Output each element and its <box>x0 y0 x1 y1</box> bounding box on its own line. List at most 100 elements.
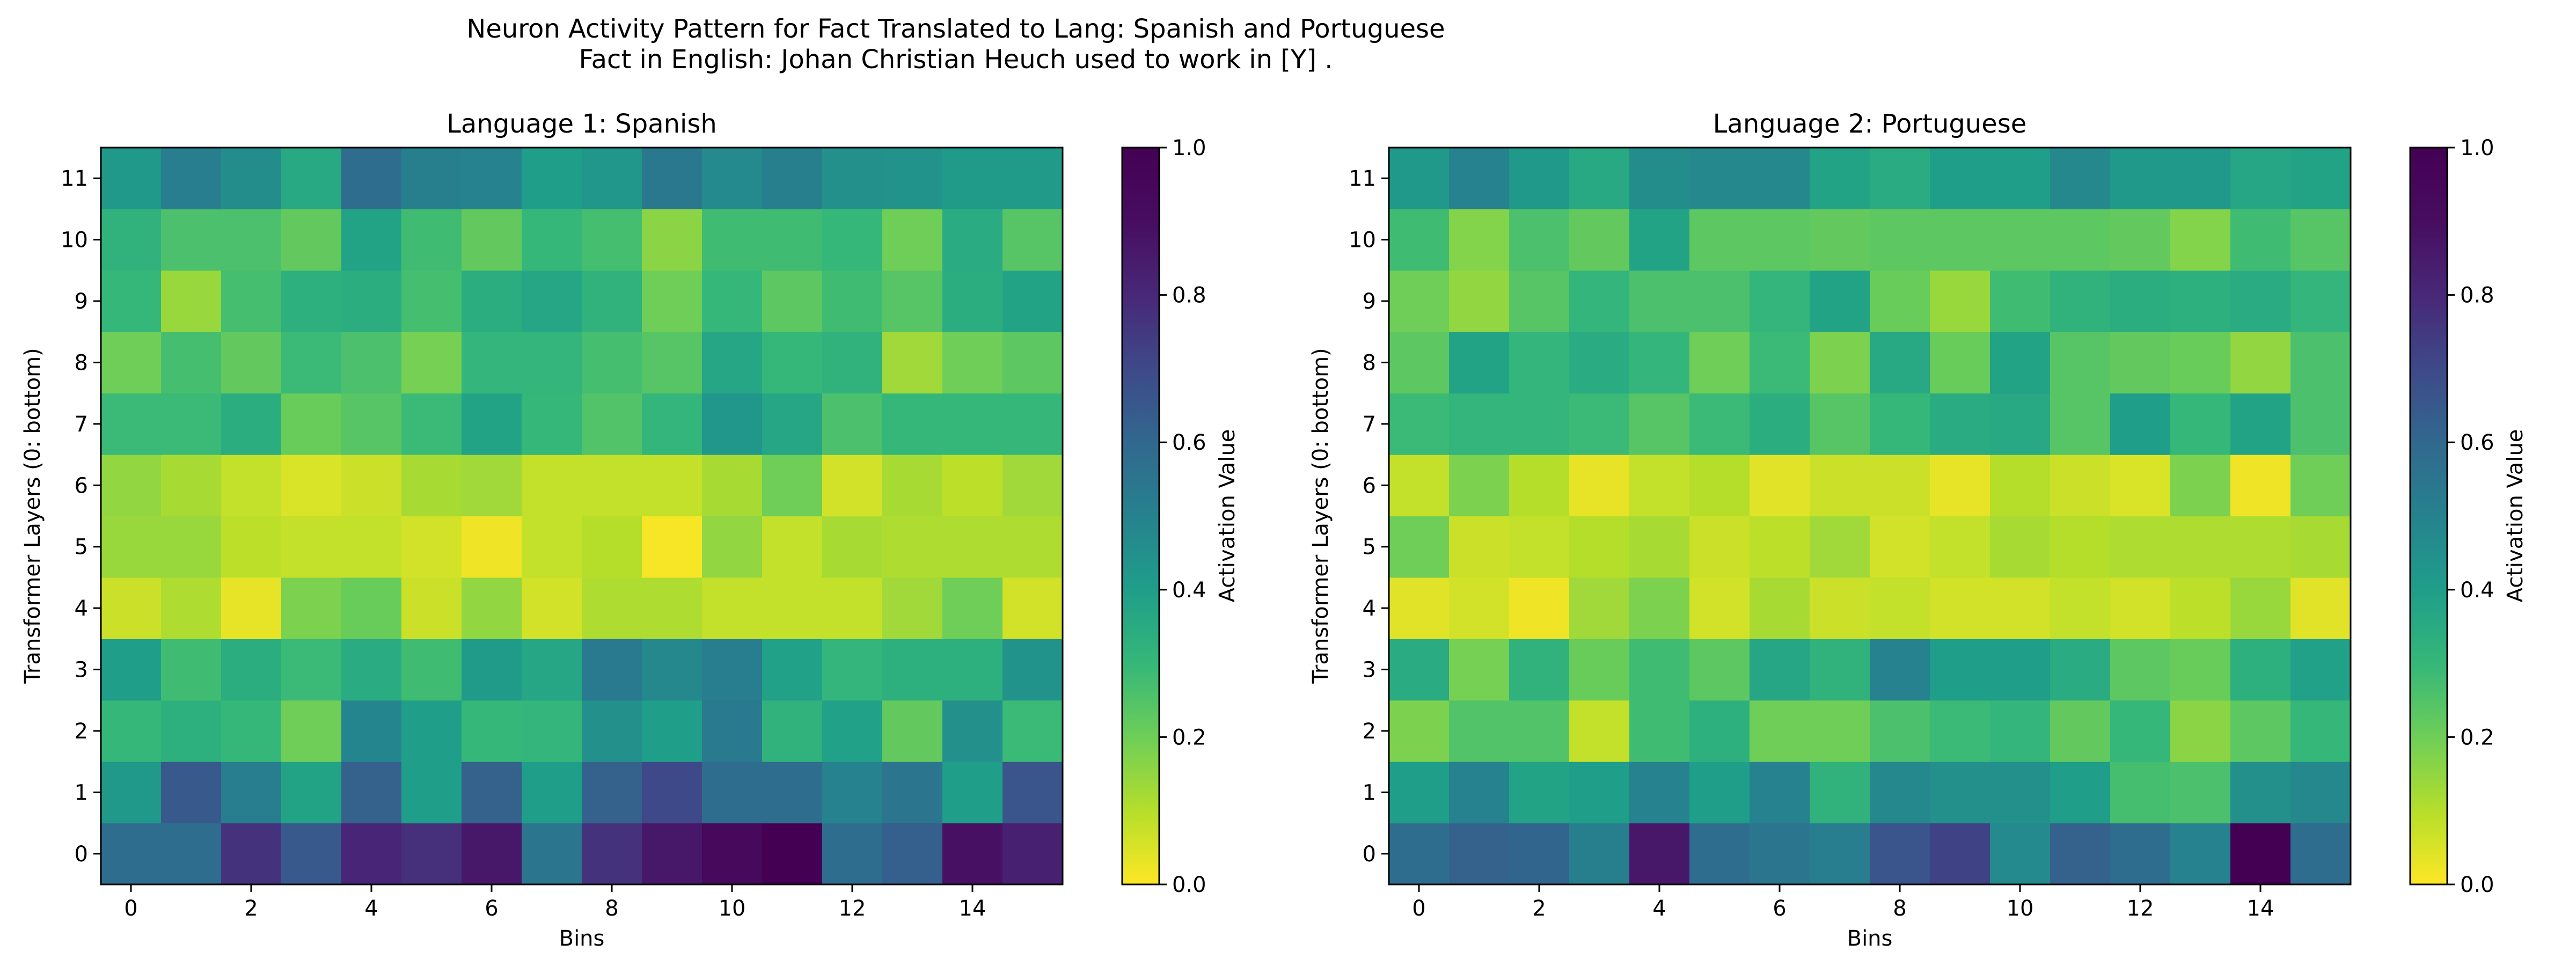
chart-title-line2: Fact in English: Johan Christian Heuch u… <box>579 45 1333 75</box>
heatmap-cell-spanish-layer0-bin11 <box>762 823 823 885</box>
heatmap-cell-portuguese-layer10-bin10 <box>1990 209 2051 271</box>
heatmap-cell-spanish-layer4-bin9 <box>642 577 702 639</box>
heatmap-cell-portuguese-layer0-bin6 <box>1750 823 1810 885</box>
heatmap-cell-portuguese-layer7-bin1 <box>1449 393 1510 455</box>
colorbar-label-spanish: Activation Value <box>1215 429 1240 603</box>
x-tick-label: 0 <box>1412 896 1425 921</box>
colorbar-tick-label: 0.2 <box>2460 725 2494 750</box>
heatmap-cell-portuguese-layer11-bin1 <box>1449 148 1510 210</box>
heatmap-cell-spanish-layer10-bin3 <box>281 209 342 271</box>
colorbar-tick-label: 0.6 <box>1172 430 1206 455</box>
heatmap-cell-spanish-layer8-bin8 <box>582 332 642 394</box>
heatmap-cell-portuguese-layer5-bin7 <box>1810 516 1870 578</box>
heatmap-cell-portuguese-layer6-bin5 <box>1689 455 1750 517</box>
heatmap-cell-spanish-layer11-bin4 <box>341 148 402 210</box>
x-tick-label: 12 <box>839 896 866 921</box>
heatmap-cell-portuguese-layer3-bin13 <box>2170 639 2231 701</box>
heatmap-cell-spanish-layer3-bin9 <box>642 639 702 701</box>
colorbar-ticks-portuguese: 0.0 0.2 0.4 0.6 0.8 1.0 <box>2447 136 2494 897</box>
heatmap-cell-portuguese-layer0-bin5 <box>1689 823 1750 885</box>
heatmap-cell-spanish-layer2-bin12 <box>822 700 883 762</box>
heatmap-cell-spanish-layer5-bin5 <box>401 516 462 578</box>
heatmap-cell-spanish-layer5-bin4 <box>341 516 402 578</box>
heatmap-cell-spanish-layer3-bin15 <box>1002 639 1063 701</box>
heatmap-cell-portuguese-layer1-bin8 <box>1870 762 1930 824</box>
heatmap-cell-spanish-layer2-bin3 <box>281 700 342 762</box>
plot-frame-portuguese <box>1388 147 2352 885</box>
heatmap-cell-portuguese-layer10-bin13 <box>2170 209 2231 271</box>
y-tick-label: 11 <box>61 166 88 191</box>
heatmap-cell-portuguese-layer7-bin11 <box>2050 393 2111 455</box>
x-tick-label: 2 <box>244 896 258 921</box>
heatmap-cell-portuguese-layer4-bin6 <box>1750 577 1810 639</box>
heatmap-cell-portuguese-layer8-bin5 <box>1689 332 1750 394</box>
heatmap-cell-portuguese-layer6-bin7 <box>1810 455 1870 517</box>
heatmap-cell-spanish-layer9-bin6 <box>462 270 522 332</box>
y-tick-label: 5 <box>1363 535 1376 560</box>
heatmap-cell-portuguese-layer2-bin11 <box>2050 700 2111 762</box>
heatmap-cell-portuguese-layer6-bin13 <box>2170 455 2231 517</box>
heatmap-cell-spanish-layer5-bin0 <box>101 516 162 578</box>
heatmap-cell-portuguese-layer9-bin15 <box>2290 270 2351 332</box>
heatmap-cell-portuguese-layer0-bin13 <box>2170 823 2231 885</box>
heatmap-cell-portuguese-layer3-bin7 <box>1810 639 1870 701</box>
heatmap-cell-portuguese-layer3-bin12 <box>2110 639 2171 701</box>
heatmap-cell-portuguese-layer10-bin7 <box>1810 209 1870 271</box>
heatmap-cell-spanish-layer8-bin7 <box>522 332 582 394</box>
heatmap-cell-spanish-layer3-bin13 <box>882 639 943 701</box>
heatmap-cell-spanish-layer7-bin9 <box>642 393 702 455</box>
heatmap-cell-spanish-layer5-bin6 <box>462 516 522 578</box>
colorbar-tick-label: 0.2 <box>1172 725 1206 750</box>
heatmap-cell-portuguese-layer9-bin11 <box>2050 270 2111 332</box>
heatmap-cell-spanish-layer2-bin2 <box>221 700 282 762</box>
heatmap-cell-portuguese-layer4-bin7 <box>1810 577 1870 639</box>
heatmap-cell-portuguese-layer2-bin9 <box>1930 700 1990 762</box>
heatmap-cell-spanish-layer2-bin1 <box>161 700 222 762</box>
y-tick-label: 7 <box>75 412 88 437</box>
heatmap-cell-portuguese-layer9-bin1 <box>1449 270 1510 332</box>
heatmap-cell-spanish-layer4-bin8 <box>582 577 642 639</box>
y-tick-label: 0 <box>75 842 88 867</box>
heatmap-cell-portuguese-layer11-bin5 <box>1689 148 1750 210</box>
heatmap-cell-spanish-layer1-bin13 <box>882 762 943 824</box>
heatmap-cell-spanish-layer4-bin10 <box>702 577 763 639</box>
heatmap-cell-portuguese-layer11-bin2 <box>1509 148 1570 210</box>
x-tick-label: 10 <box>2007 896 2034 921</box>
heatmap-cell-portuguese-layer8-bin10 <box>1990 332 2051 394</box>
heatmap-cell-spanish-layer1-bin3 <box>281 762 342 824</box>
x-tick-label: 6 <box>485 896 498 921</box>
colorbar-tick-label: 0.8 <box>1172 283 1206 308</box>
x-tick-label: 14 <box>959 896 986 921</box>
heatmap-cell-portuguese-layer8-bin11 <box>2050 332 2111 394</box>
heatmap-cell-portuguese-layer10-bin8 <box>1870 209 1930 271</box>
heatmap-cell-portuguese-layer6-bin0 <box>1389 455 1450 517</box>
heatmap-cell-portuguese-layer4-bin12 <box>2110 577 2171 639</box>
heatmap-cell-spanish-layer10-bin4 <box>341 209 402 271</box>
heatmap-cell-spanish-layer6-bin13 <box>882 455 943 517</box>
heatmap-cell-portuguese-layer0-bin4 <box>1629 823 1690 885</box>
y-tick-label: 8 <box>1363 350 1376 375</box>
heatmap-cell-spanish-layer2-bin10 <box>702 700 763 762</box>
heatmap-cell-spanish-layer6-bin5 <box>401 455 462 517</box>
colorbar-spanish: 0.0 0.2 0.4 0.6 0.8 1.0 Activation Value <box>1121 136 1240 897</box>
heatmap-cell-spanish-layer5-bin12 <box>822 516 883 578</box>
heatmap-cell-spanish-layer6-bin8 <box>582 455 642 517</box>
heatmap-cell-spanish-layer4-bin3 <box>281 577 342 639</box>
heatmap-cell-spanish-layer7-bin10 <box>702 393 763 455</box>
heatmap-cell-portuguese-layer11-bin7 <box>1810 148 1870 210</box>
heatmap-cell-portuguese-layer5-bin14 <box>2230 516 2291 578</box>
heatmap-cell-spanish-layer8-bin3 <box>281 332 342 394</box>
heatmap-cell-spanish-layer11-bin15 <box>1002 148 1063 210</box>
heatmap-cell-portuguese-layer7-bin13 <box>2170 393 2231 455</box>
x-tick-label: 2 <box>1532 896 1546 921</box>
heatmap-cell-spanish-layer10-bin14 <box>942 209 1003 271</box>
heatmap-cell-spanish-layer3-bin6 <box>462 639 522 701</box>
heatmap-cell-portuguese-layer9-bin0 <box>1389 270 1450 332</box>
heatmap-cell-spanish-layer8-bin10 <box>702 332 763 394</box>
heatmap-cell-portuguese-layer11-bin10 <box>1990 148 2051 210</box>
heatmap-cell-portuguese-layer6-bin9 <box>1930 455 1990 517</box>
heatmap-cell-portuguese-layer4-bin9 <box>1930 577 1990 639</box>
heatmap-cell-portuguese-layer9-bin4 <box>1629 270 1690 332</box>
heatmap-cell-spanish-layer3-bin2 <box>221 639 282 701</box>
heatmap-cell-spanish-layer10-bin2 <box>221 209 282 271</box>
